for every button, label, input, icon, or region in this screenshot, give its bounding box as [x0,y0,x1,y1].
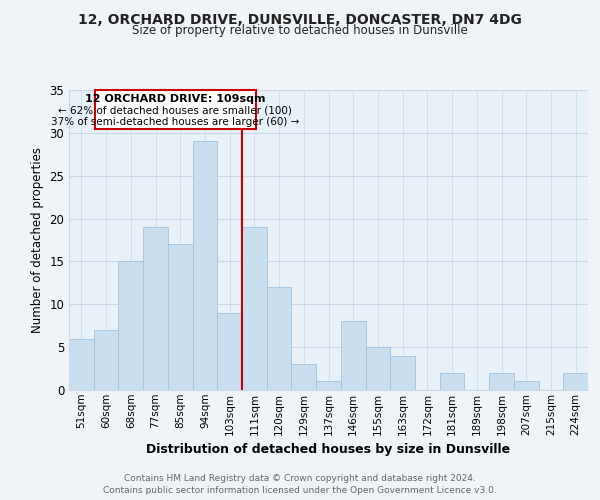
Bar [118,262,143,390]
Bar [365,347,390,390]
Text: 12 ORCHARD DRIVE: 109sqm: 12 ORCHARD DRIVE: 109sqm [85,94,266,104]
Text: 37% of semi-detached houses are larger (60) →: 37% of semi-detached houses are larger (… [51,116,299,126]
Text: Contains HM Land Registry data © Crown copyright and database right 2024.
Contai: Contains HM Land Registry data © Crown c… [103,474,497,495]
Bar [390,356,415,390]
Text: Size of property relative to detached houses in Dunsville: Size of property relative to detached ho… [132,24,468,37]
Text: 12, ORCHARD DRIVE, DUNSVILLE, DONCASTER, DN7 4DG: 12, ORCHARD DRIVE, DUNSVILLE, DONCASTER,… [78,12,522,26]
Bar [563,373,588,390]
Bar [489,373,514,390]
Bar [193,142,217,390]
Bar [217,313,242,390]
FancyBboxPatch shape [95,90,256,128]
Text: ← 62% of detached houses are smaller (100): ← 62% of detached houses are smaller (10… [58,106,292,116]
X-axis label: Distribution of detached houses by size in Dunsville: Distribution of detached houses by size … [146,443,511,456]
Bar [292,364,316,390]
Y-axis label: Number of detached properties: Number of detached properties [31,147,44,333]
Bar [514,382,539,390]
Bar [168,244,193,390]
Bar [143,227,168,390]
Bar [242,227,267,390]
Bar [267,287,292,390]
Bar [316,382,341,390]
Bar [341,322,365,390]
Bar [440,373,464,390]
Bar [69,338,94,390]
Bar [94,330,118,390]
